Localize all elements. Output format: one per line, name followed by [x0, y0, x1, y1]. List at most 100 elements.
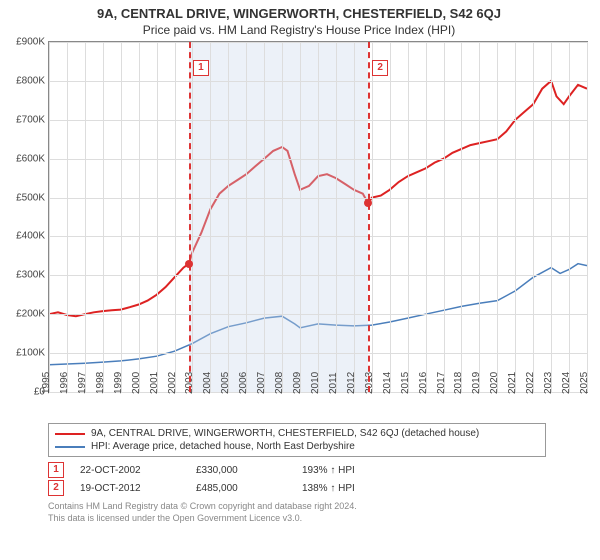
sale-price: £485,000	[196, 483, 286, 494]
y-axis-label: £100K	[16, 348, 45, 359]
y-axis-label: £900K	[16, 37, 45, 48]
x-axis-label: 2006	[238, 372, 249, 394]
x-axis-label: 2025	[579, 372, 590, 394]
legend-swatch	[55, 446, 85, 448]
x-axis-label: 2022	[525, 372, 536, 394]
x-axis-label: 2011	[328, 372, 339, 394]
grid-v	[103, 42, 104, 392]
y-axis-label: £700K	[16, 114, 45, 125]
chart-subtitle: Price paid vs. HM Land Registry's House …	[4, 23, 594, 37]
x-axis-label: 1995	[41, 372, 52, 394]
grid-v	[569, 42, 570, 392]
chart-plot-area: £0£100K£200K£300K£400K£500K£600K£700K£80…	[48, 41, 588, 393]
x-axis-label: 2023	[543, 372, 554, 394]
grid-v	[354, 42, 355, 392]
x-axis-label: 2009	[292, 372, 303, 394]
grid-v	[318, 42, 319, 392]
x-axis-label: 1999	[113, 372, 124, 394]
x-axis-label: 1997	[77, 372, 88, 394]
sale-marker-1: 1	[193, 60, 209, 76]
sale-dot	[364, 199, 372, 207]
grid-v	[372, 42, 373, 392]
grid-v	[67, 42, 68, 392]
x-axis-label: 2018	[453, 372, 464, 394]
grid-v	[587, 42, 588, 392]
sale-date: 19-OCT-2012	[80, 483, 180, 494]
x-axis-label: 2020	[489, 372, 500, 394]
grid-v	[497, 42, 498, 392]
legend-label: 9A, CENTRAL DRIVE, WINGERWORTH, CHESTERF…	[91, 428, 479, 439]
grid-v	[300, 42, 301, 392]
grid-v	[175, 42, 176, 392]
x-axis-label: 2005	[220, 372, 231, 394]
sale-dot	[185, 260, 193, 268]
y-axis-label: £600K	[16, 153, 45, 164]
y-axis-label: £400K	[16, 231, 45, 242]
legend-label: HPI: Average price, detached house, Nort…	[91, 441, 355, 452]
x-axis-label: 2001	[149, 372, 160, 394]
grid-v	[336, 42, 337, 392]
x-axis-label: 1998	[95, 372, 106, 394]
sale-marker-2: 2	[372, 60, 388, 76]
sale-hpi-pct: 138% ↑ HPI	[302, 483, 355, 494]
sales-table: 1 22-OCT-2002 £330,000 193% ↑ HPI 2 19-OCT-20…	[48, 461, 594, 497]
x-axis-label: 2000	[131, 372, 142, 394]
chart-title: 9A, CENTRAL DRIVE, WINGERWORTH, CHESTERF…	[4, 6, 594, 21]
grid-v	[408, 42, 409, 392]
sale-date: 22-OCT-2002	[80, 465, 180, 476]
grid-v	[479, 42, 480, 392]
sale-price: £330,000	[196, 465, 286, 476]
y-axis-label: £300K	[16, 270, 45, 281]
sale-row-1: 1 22-OCT-2002 £330,000 193% ↑ HPI	[48, 461, 594, 479]
x-axis-label: 2004	[202, 372, 213, 394]
grid-v	[85, 42, 86, 392]
grid-v	[192, 42, 193, 392]
y-axis-label: £800K	[16, 75, 45, 86]
grid-v	[264, 42, 265, 392]
grid-v	[282, 42, 283, 392]
grid-v	[551, 42, 552, 392]
grid-v	[121, 42, 122, 392]
attribution: Contains HM Land Registry data © Crown c…	[48, 501, 594, 524]
x-axis-label: 2012	[346, 372, 357, 394]
sale-vline	[368, 42, 370, 392]
sale-hpi-pct: 193% ↑ HPI	[302, 465, 355, 476]
sale-row-marker: 2	[48, 480, 64, 496]
grid-v	[246, 42, 247, 392]
sale-vline	[189, 42, 191, 392]
sale-row-2: 2 19-OCT-2012 £485,000 138% ↑ HPI	[48, 479, 594, 497]
grid-v	[461, 42, 462, 392]
x-axis-label: 2017	[436, 372, 447, 394]
grid-v	[157, 42, 158, 392]
x-axis-label: 2010	[310, 372, 321, 394]
x-axis-label: 2014	[382, 372, 393, 394]
grid-v	[533, 42, 534, 392]
legend-item-1: HPI: Average price, detached house, Nort…	[55, 440, 539, 453]
grid-v	[210, 42, 211, 392]
grid-v	[515, 42, 516, 392]
attribution-line-1: Contains HM Land Registry data © Crown c…	[48, 501, 594, 513]
x-axis-label: 2021	[507, 372, 518, 394]
sale-row-marker: 1	[48, 462, 64, 478]
x-axis-label: 1996	[59, 372, 70, 394]
x-axis-label: 2024	[561, 372, 572, 394]
grid-v	[426, 42, 427, 392]
shade-region	[189, 42, 368, 392]
legend-item-0: 9A, CENTRAL DRIVE, WINGERWORTH, CHESTERF…	[55, 427, 539, 440]
grid-v	[49, 42, 50, 392]
attribution-line-2: This data is licensed under the Open Gov…	[48, 513, 594, 525]
x-axis-label: 2007	[256, 372, 267, 394]
x-axis-label: 2015	[400, 372, 411, 394]
x-axis-label: 2019	[471, 372, 482, 394]
grid-v	[139, 42, 140, 392]
x-axis-label: 2008	[274, 372, 285, 394]
x-axis-label: 2002	[167, 372, 178, 394]
y-axis-label: £200K	[16, 309, 45, 320]
grid-v	[390, 42, 391, 392]
legend-swatch	[55, 433, 85, 435]
grid-v	[228, 42, 229, 392]
legend-box: 9A, CENTRAL DRIVE, WINGERWORTH, CHESTERF…	[48, 423, 546, 457]
grid-v	[444, 42, 445, 392]
y-axis-label: £500K	[16, 192, 45, 203]
x-axis-label: 2016	[418, 372, 429, 394]
